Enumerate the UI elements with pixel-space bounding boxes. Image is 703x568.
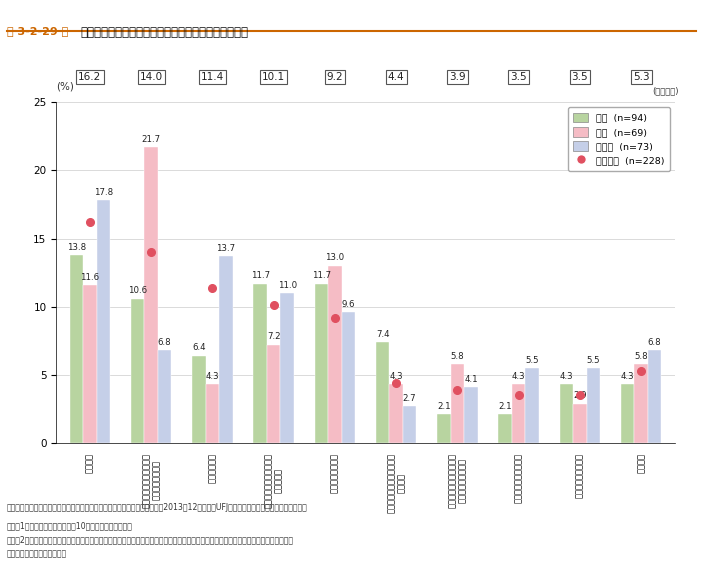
Text: 第 3-2-29 図: 第 3-2-29 図 bbox=[7, 26, 68, 36]
Bar bbox=[70, 255, 83, 443]
Text: 4.3: 4.3 bbox=[389, 372, 403, 381]
Bar bbox=[634, 364, 648, 443]
Text: 5.8: 5.8 bbox=[451, 352, 464, 361]
Bar bbox=[280, 293, 294, 443]
Text: 資料：中小企業庁委託「日本の起業環境及び潜在的起業家に関する調査」（2013年12月、三菱UFJリサーチ＆コンサルティング（株））: 資料：中小企業庁委託「日本の起業環境及び潜在的起業家に関する調査」（2013年1… bbox=[7, 503, 308, 512]
Text: 4.3: 4.3 bbox=[512, 372, 526, 381]
Bar bbox=[525, 368, 539, 443]
Bar bbox=[206, 385, 219, 443]
Bar bbox=[328, 266, 342, 443]
Text: 4.3: 4.3 bbox=[621, 372, 635, 381]
Bar bbox=[389, 385, 403, 443]
Text: (%): (%) bbox=[56, 81, 74, 91]
Text: 2.9: 2.9 bbox=[573, 391, 587, 400]
Text: 4.3: 4.3 bbox=[560, 372, 573, 381]
Bar bbox=[315, 283, 328, 443]
Legend: 女性  (n=94), 若者  (n=69), シニア  (n=73), 全体平均  (n=228): 女性 (n=94), 若者 (n=69), シニア (n=73), 全体平均 (… bbox=[567, 107, 670, 171]
Text: 4.1: 4.1 bbox=[464, 375, 478, 384]
Text: 5.8: 5.8 bbox=[634, 352, 648, 361]
Text: 21.7: 21.7 bbox=[141, 135, 161, 144]
Text: 起業家が起業を断念しそうになった際に直面した課題: 起業家が起業を断念しそうになった際に直面した課題 bbox=[81, 26, 249, 39]
Text: 7.2: 7.2 bbox=[267, 332, 280, 341]
Text: 10.6: 10.6 bbox=[128, 286, 147, 295]
Text: 9.2: 9.2 bbox=[327, 72, 343, 82]
Text: 11.0: 11.0 bbox=[278, 281, 297, 290]
Text: (全体平均): (全体平均) bbox=[652, 86, 678, 95]
Text: 17.8: 17.8 bbox=[93, 188, 113, 197]
Bar bbox=[464, 387, 477, 443]
Text: 5.5: 5.5 bbox=[525, 356, 539, 365]
Text: 14.0: 14.0 bbox=[140, 72, 162, 82]
Text: 16.2: 16.2 bbox=[78, 72, 101, 82]
Text: 9.6: 9.6 bbox=[342, 300, 355, 309]
Bar bbox=[219, 256, 233, 443]
Bar bbox=[192, 356, 206, 443]
Bar bbox=[144, 147, 158, 443]
Text: 2.1: 2.1 bbox=[437, 402, 451, 411]
Text: 5.3: 5.3 bbox=[633, 72, 650, 82]
Bar bbox=[403, 406, 416, 443]
Bar bbox=[498, 415, 512, 443]
Text: 11.7: 11.7 bbox=[251, 271, 270, 280]
Text: のを集計している。: のを集計している。 bbox=[7, 550, 67, 559]
Text: 4.3: 4.3 bbox=[205, 372, 219, 381]
Bar bbox=[254, 283, 267, 443]
Bar bbox=[573, 403, 587, 443]
Text: 6.8: 6.8 bbox=[648, 338, 662, 347]
Bar bbox=[131, 299, 144, 443]
Bar bbox=[342, 312, 355, 443]
Text: 11.7: 11.7 bbox=[312, 271, 331, 280]
Text: 2.7: 2.7 bbox=[403, 394, 416, 403]
Text: （注）1．回答の割合が高い上位10項目を表示している。: （注）1．回答の割合が高い上位10項目を表示している。 bbox=[7, 521, 133, 531]
Text: 6.4: 6.4 bbox=[192, 344, 206, 352]
Text: 11.4: 11.4 bbox=[201, 72, 224, 82]
Text: 4.4: 4.4 bbox=[388, 72, 404, 82]
Text: 13.7: 13.7 bbox=[217, 244, 236, 253]
Text: 7.4: 7.4 bbox=[376, 330, 389, 339]
Text: 2．起業家が起業を断念しそうになった際に直面した課題について１位から３位を回答してもらった中で、１位として回答されたも: 2．起業家が起業を断念しそうになった際に直面した課題について１位から３位を回答し… bbox=[7, 536, 294, 545]
Bar bbox=[158, 350, 172, 443]
Text: 6.8: 6.8 bbox=[158, 338, 172, 347]
Text: 2.1: 2.1 bbox=[498, 402, 512, 411]
Bar bbox=[83, 285, 97, 443]
Bar bbox=[560, 385, 573, 443]
Text: 3.5: 3.5 bbox=[510, 72, 527, 82]
Bar bbox=[97, 201, 110, 443]
Text: 10.1: 10.1 bbox=[262, 72, 285, 82]
Text: 3.9: 3.9 bbox=[449, 72, 466, 82]
Bar bbox=[512, 385, 525, 443]
Text: 11.6: 11.6 bbox=[80, 273, 100, 282]
Bar bbox=[376, 342, 389, 443]
Bar bbox=[267, 345, 280, 443]
Bar bbox=[451, 364, 464, 443]
Text: 3.5: 3.5 bbox=[572, 72, 588, 82]
Text: 13.0: 13.0 bbox=[325, 253, 344, 262]
Text: 13.8: 13.8 bbox=[67, 243, 86, 252]
Bar bbox=[621, 385, 634, 443]
Text: 5.5: 5.5 bbox=[586, 356, 600, 365]
Bar bbox=[648, 350, 662, 443]
Bar bbox=[437, 415, 451, 443]
Bar bbox=[587, 368, 600, 443]
